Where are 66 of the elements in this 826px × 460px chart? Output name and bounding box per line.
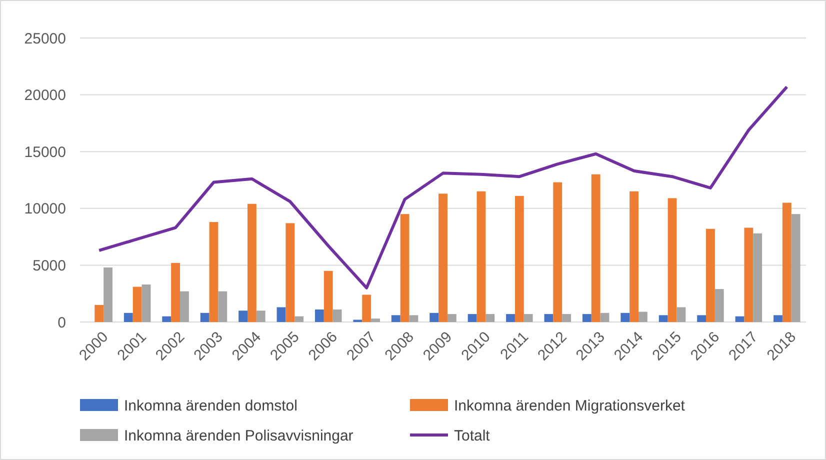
legend-label: Totalt xyxy=(454,427,491,444)
bar xyxy=(714,289,724,322)
bar xyxy=(409,315,418,322)
bar xyxy=(200,312,210,322)
bar xyxy=(506,314,515,322)
bar xyxy=(630,191,639,322)
bar xyxy=(256,310,266,322)
bar xyxy=(104,267,112,322)
bar xyxy=(753,233,762,322)
bar xyxy=(697,315,706,322)
bar xyxy=(294,316,304,322)
bar xyxy=(620,312,630,322)
bar xyxy=(514,196,524,322)
bar xyxy=(447,314,456,322)
y-tick-label: 20000 xyxy=(24,87,66,104)
bar xyxy=(676,307,686,322)
bar xyxy=(486,314,495,322)
bar xyxy=(391,315,400,322)
bar xyxy=(209,222,218,322)
bar xyxy=(238,310,248,322)
bar xyxy=(638,312,648,322)
bar xyxy=(544,314,554,322)
bar xyxy=(476,191,486,322)
bar xyxy=(276,307,286,322)
bar xyxy=(782,202,792,322)
bar xyxy=(218,291,228,322)
bar xyxy=(744,228,754,322)
line-series xyxy=(98,85,788,290)
bar xyxy=(94,304,104,322)
bar xyxy=(553,182,562,322)
bar xyxy=(468,314,477,322)
bar xyxy=(735,316,744,322)
y-tick-label: 15000 xyxy=(24,144,66,161)
bar xyxy=(247,204,256,322)
bar xyxy=(332,310,342,322)
bar xyxy=(774,315,782,322)
y-tick-label: 10000 xyxy=(24,200,66,218)
bar xyxy=(658,315,668,322)
legend-label: Inkomna ärenden Migrationsverket xyxy=(454,397,686,414)
legend-label: Inkomna ärenden Polisavvisningar xyxy=(124,427,354,444)
bar xyxy=(180,291,189,322)
y-tick-label: 5000 xyxy=(32,257,66,274)
bar xyxy=(706,228,715,322)
bar xyxy=(438,194,448,322)
bar xyxy=(371,318,380,322)
bar xyxy=(286,223,295,322)
bar xyxy=(400,214,410,322)
bar xyxy=(132,286,142,322)
bar xyxy=(791,214,800,322)
bar xyxy=(524,314,533,322)
bar xyxy=(362,294,372,322)
y-tick-label: 25000 xyxy=(24,30,66,48)
bar xyxy=(171,262,180,322)
bar xyxy=(314,310,324,322)
bar xyxy=(562,314,572,322)
bar xyxy=(124,312,133,322)
bar xyxy=(591,174,600,322)
bar xyxy=(668,198,677,322)
bar xyxy=(600,312,610,322)
y-tick-label: 0 xyxy=(58,314,66,332)
legend-label: Inkomna ärenden domstol xyxy=(124,397,298,414)
bar xyxy=(582,314,592,322)
bar xyxy=(142,284,151,322)
bar xyxy=(324,270,333,322)
bar xyxy=(162,316,172,322)
bar xyxy=(430,312,439,322)
